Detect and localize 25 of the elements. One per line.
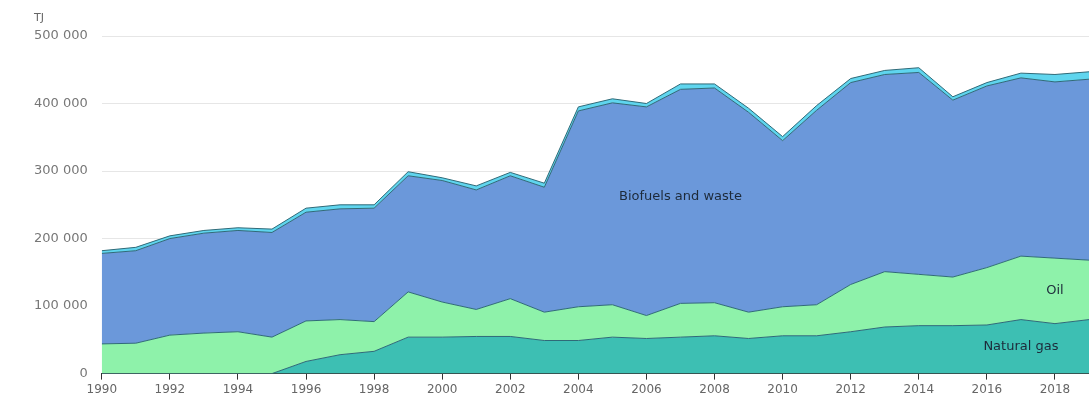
y-axis-title: TJ [33,10,44,24]
x-tick-label: 1998 [358,381,390,396]
x-tick-label: 2018 [1039,381,1071,396]
x-tick-label: 2006 [631,381,662,396]
x-tick-label: 2004 [563,381,594,396]
x-tick-label: 1990 [86,381,118,396]
y-tick-label: 0 [79,364,88,380]
series-label: Natural gas [983,337,1059,353]
x-tick-label: 2014 [903,381,935,396]
x-tick-label: 2012 [835,381,866,396]
x-tick-label: 2016 [971,381,1003,396]
x-tick-label: 2008 [699,381,730,396]
y-tick-label: 500 000 [33,27,88,43]
series-label: Biofuels and waste [619,187,742,203]
x-tick-label: 2002 [495,381,526,396]
series-label: Oil [1046,282,1064,298]
x-tick-label: 1994 [222,381,254,396]
y-tick-label: 200 000 [33,229,88,245]
x-tick-label: 1992 [154,381,186,396]
x-tick-label: 2000 [426,381,458,396]
y-tick-label: 100 000 [33,297,88,313]
x-tick-label: 2010 [767,381,798,396]
y-tick-label: 400 000 [33,94,88,110]
x-tick-label: 1996 [290,381,322,396]
y-tick-label: 300 000 [33,162,88,178]
